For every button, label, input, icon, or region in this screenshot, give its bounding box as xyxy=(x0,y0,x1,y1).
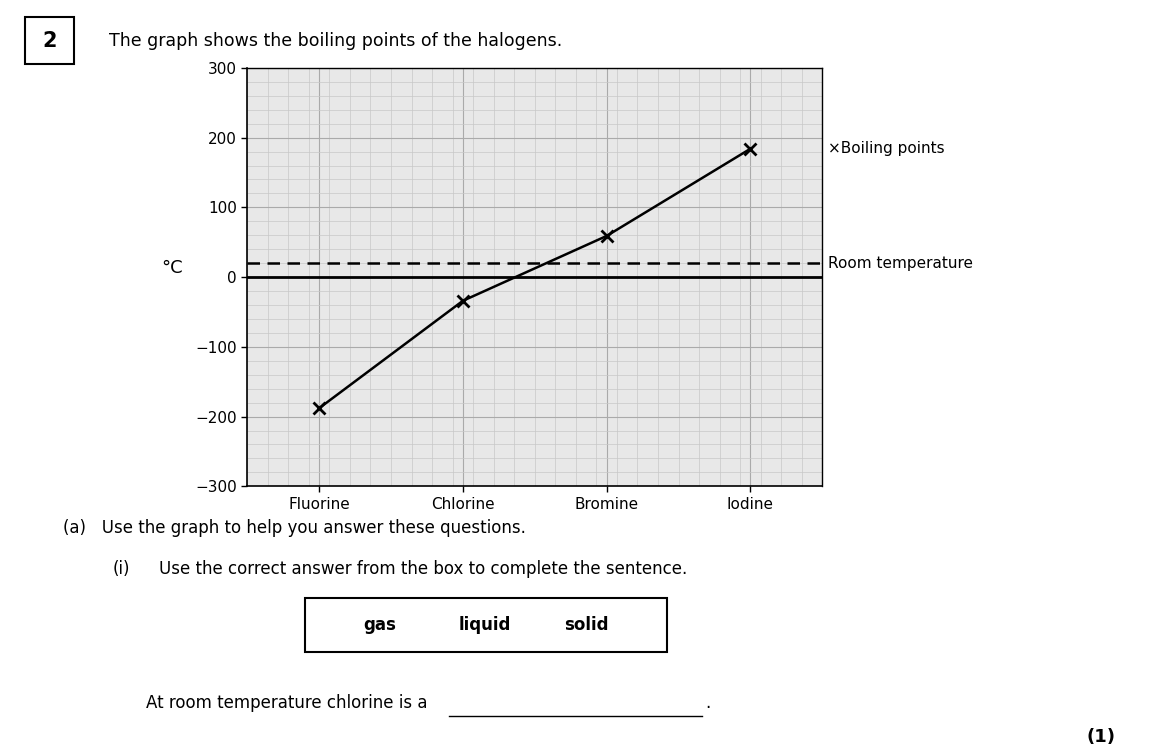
Text: Use the correct answer from the box to complete the sentence.: Use the correct answer from the box to c… xyxy=(159,560,687,578)
Text: 2: 2 xyxy=(43,31,56,51)
Text: solid: solid xyxy=(565,616,608,634)
Text: The graph shows the boiling points of the halogens.: The graph shows the boiling points of th… xyxy=(109,32,562,50)
Y-axis label: °C: °C xyxy=(162,259,183,277)
Text: At room temperature chlorine is a: At room temperature chlorine is a xyxy=(146,694,428,712)
Text: ×Boiling points: ×Boiling points xyxy=(828,141,944,156)
Text: Room temperature: Room temperature xyxy=(828,256,973,271)
Text: .: . xyxy=(705,694,711,712)
Text: gas: gas xyxy=(363,616,396,634)
Text: liquid: liquid xyxy=(459,616,512,634)
Text: (a)   Use the graph to help you answer these questions.: (a) Use the graph to help you answer the… xyxy=(63,519,527,537)
Text: (i): (i) xyxy=(113,560,130,578)
FancyBboxPatch shape xyxy=(305,598,667,652)
FancyBboxPatch shape xyxy=(25,17,74,64)
Text: (1): (1) xyxy=(1087,728,1116,746)
